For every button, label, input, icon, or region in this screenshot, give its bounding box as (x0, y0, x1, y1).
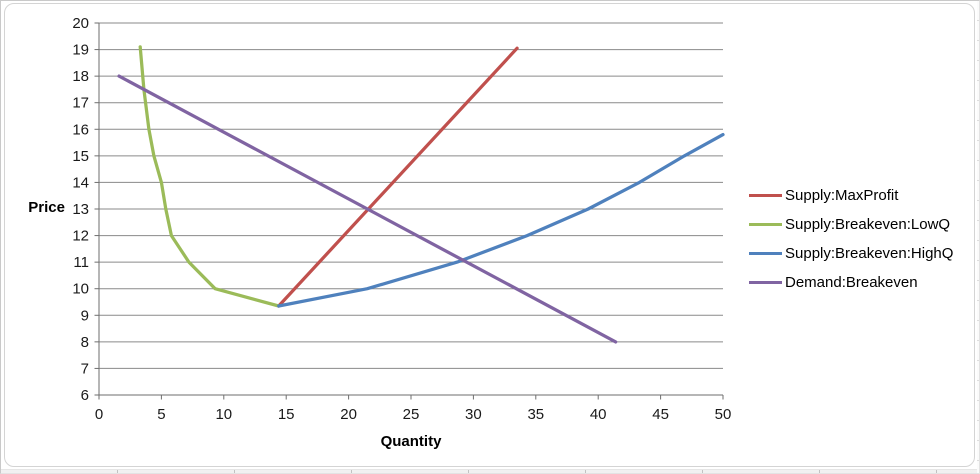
x-tick-label: 30 (465, 406, 482, 423)
y-tick-label: 6 (81, 387, 89, 404)
x-tick-label: 20 (340, 406, 357, 423)
worksheet-row-strip (1, 469, 979, 473)
y-axis-title[interactable]: Price (28, 199, 65, 216)
y-tick-label: 7 (81, 360, 89, 377)
y-tick-label: 8 (81, 334, 89, 351)
x-tick-label: 35 (527, 406, 544, 423)
series-line-demand-breakeven[interactable] (117, 74, 618, 344)
x-tick-label: 45 (652, 406, 669, 423)
legend-item-supply-breakeven-lowq[interactable]: Supply:Breakeven:LowQ (749, 210, 953, 239)
x-tick-label: 25 (403, 406, 420, 423)
x-tick-label: 10 (215, 406, 232, 423)
x-tick-label: 50 (715, 406, 732, 423)
legend-label: Supply:Breakeven:HighQ (785, 245, 954, 262)
y-tick-label: 9 (81, 307, 89, 324)
x-tick-label: 40 (590, 406, 607, 423)
chart-legend[interactable]: Supply:MaxProfit Supply:Breakeven:LowQ S… (749, 181, 953, 297)
y-tick-label: 19 (72, 42, 89, 59)
legend-item-supply-breakeven-highq[interactable]: Supply:Breakeven:HighQ (749, 239, 953, 268)
legend-line-swatch (749, 251, 782, 256)
y-tick-label: 12 (72, 228, 89, 245)
x-tick-label: 5 (157, 406, 165, 423)
legend-label: Supply:Breakeven:LowQ (785, 216, 951, 233)
y-tick-label: 20 (72, 15, 89, 32)
y-tick-label: 16 (72, 121, 89, 138)
x-axis-title[interactable]: Quantity (380, 433, 442, 450)
y-tick-label: 15 (72, 148, 89, 165)
y-tick-label: 14 (72, 174, 89, 191)
legend-line-swatch (749, 280, 782, 285)
y-tick-label: 11 (73, 254, 89, 271)
x-tick-label: 0 (95, 406, 103, 423)
y-tick-label: 10 (72, 281, 89, 298)
legend-label: Supply:MaxProfit (785, 187, 899, 204)
y-tick-label: 18 (72, 68, 89, 85)
series-line-supply-breakeven-highq[interactable] (277, 132, 725, 308)
legend-item-supply-maxprofit[interactable]: Supply:MaxProfit (749, 181, 953, 210)
x-tick-label: 15 (278, 406, 295, 423)
series-line-supply-maxprofit[interactable] (277, 46, 519, 308)
worksheet-column-strip (977, 1, 979, 473)
series-line-supply-breakeven-lowq[interactable] (138, 45, 281, 308)
y-tick-label: 13 (72, 201, 89, 218)
y-tick-label: 17 (72, 95, 89, 112)
legend-label: Demand:Breakeven (785, 274, 918, 291)
legend-line-swatch (749, 193, 782, 198)
legend-line-swatch (749, 222, 782, 227)
legend-item-demand-breakeven[interactable]: Demand:Breakeven (749, 268, 953, 297)
